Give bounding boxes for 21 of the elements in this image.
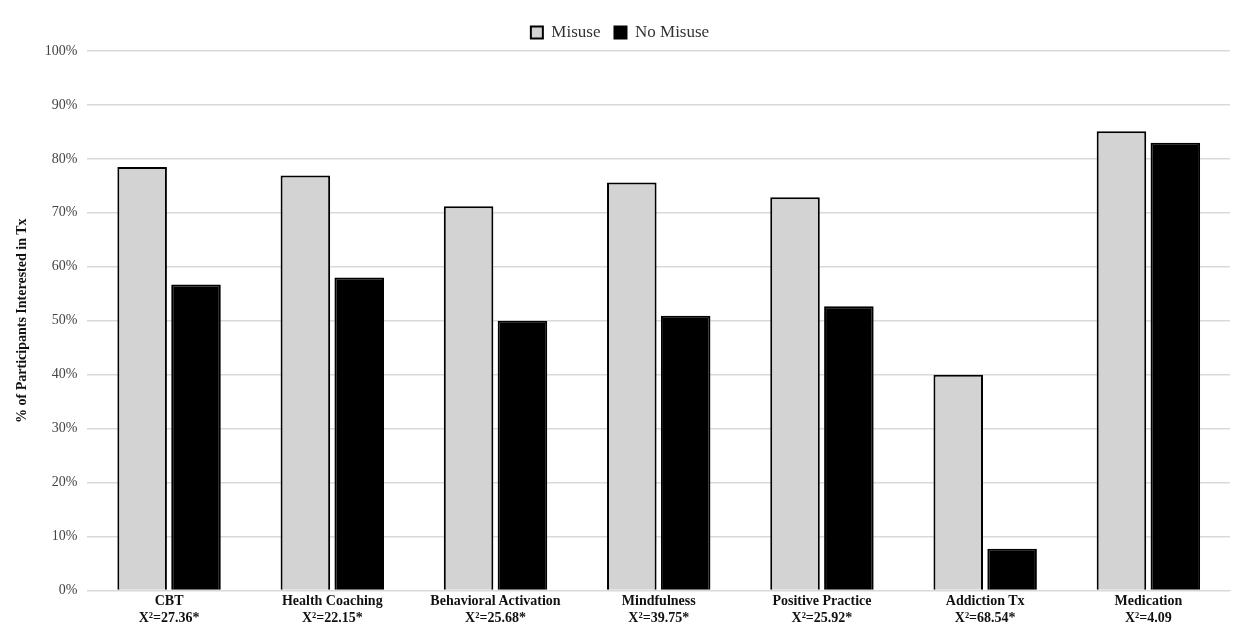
y-tick-label: 60% [51,258,78,274]
y-tick-label: 0% [58,582,78,598]
y-tick-label: 40% [51,366,78,382]
y-tick-label: 70% [51,204,78,220]
x-tick-label: CBT X²=27.36* [138,593,200,626]
y-tick-label: 20% [51,474,78,490]
y-axis-title: % of Participants Interested in Tx [14,218,30,423]
x-tick-label: Behavioral Activation X²=25.68* [430,593,561,626]
y-tick-label: 100% [44,42,78,58]
y-tick-label: 30% [51,420,78,436]
legend-label: No Misuse [634,21,710,41]
x-tick-label: Medication X²=4.09 [1114,593,1183,626]
y-tick-label: 80% [51,150,78,166]
y-tick-label: 50% [51,312,78,328]
x-tick-label: Addiction Tx X²=68.54* [945,593,1025,626]
x-tick-label: Health Coaching X²=22.15* [281,593,383,626]
x-tick-label: Positive Practice X²=25.92* [772,593,872,626]
y-tick-label: 90% [51,96,78,112]
x-tick-label: Mindfulness X²=39.75* [621,593,697,626]
y-tick-label: 10% [51,528,78,544]
legend-label: Misuse [551,21,601,41]
